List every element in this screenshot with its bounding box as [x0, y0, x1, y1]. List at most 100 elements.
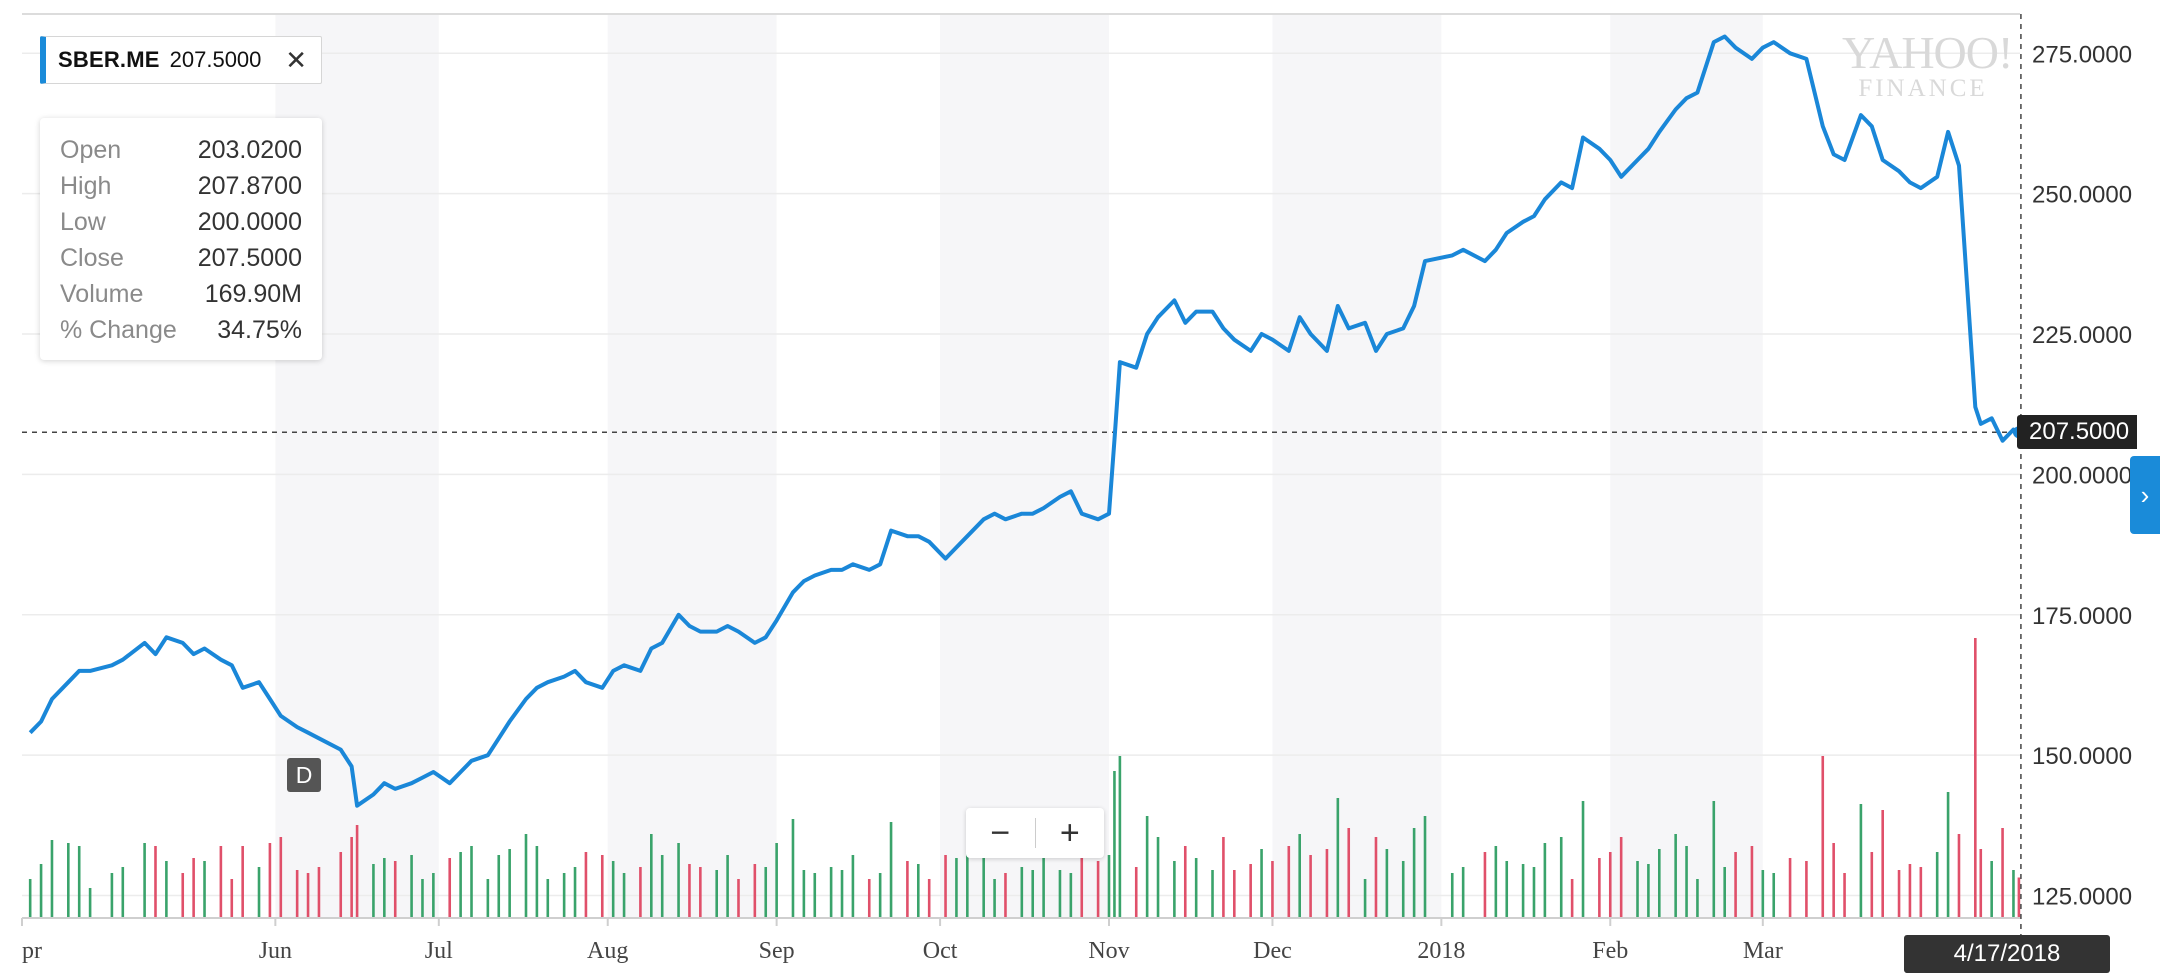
- volume-bar: [1222, 837, 1225, 918]
- volume-bar: [660, 855, 664, 918]
- volume-bar: [1483, 852, 1487, 918]
- volume-bar: [1020, 867, 1024, 918]
- volume-bar: [306, 873, 310, 918]
- volume-bar: [1532, 867, 1536, 918]
- volume-bar: [1750, 846, 1754, 918]
- volume-bar: [1919, 867, 1923, 918]
- volume-bar: [753, 864, 757, 918]
- volume-bar: [906, 861, 909, 918]
- volume-bar: [1042, 855, 1045, 918]
- volume-bar: [535, 846, 539, 918]
- volume-bar: [1031, 870, 1035, 918]
- zoom-out-button[interactable]: −: [990, 814, 1011, 852]
- volume-bar: [764, 867, 768, 918]
- x-tick-label: Mar: [1743, 938, 1783, 964]
- volume-bar: [1309, 855, 1312, 918]
- y-tick-label: 125.0000: [2032, 884, 2132, 911]
- volume-bar: [257, 867, 261, 918]
- volume-bar: [121, 867, 125, 918]
- volume-bar: [77, 846, 81, 918]
- volume-bar: [1080, 840, 1084, 918]
- volume-bar: [1461, 867, 1465, 918]
- zoom-control: − +: [966, 808, 1104, 858]
- x-tick-label: Aug: [587, 938, 628, 964]
- volume-bar: [355, 825, 359, 918]
- volume-bar: [1249, 864, 1252, 918]
- volume-bar: [1156, 837, 1160, 918]
- current-price-label: 207.5000: [2017, 415, 2137, 450]
- volume-bar: [1559, 837, 1563, 918]
- y-tick-label: 200.0000: [2032, 462, 2132, 489]
- volume-bar: [1145, 816, 1149, 918]
- volume-bar: [203, 861, 206, 918]
- volume-bar: [1271, 861, 1274, 918]
- x-tick-label: Nov: [1088, 938, 1129, 964]
- close-icon[interactable]: ✕: [285, 45, 307, 75]
- volume-bar: [867, 879, 871, 918]
- volume-bar: [219, 846, 223, 918]
- volume-bar: [421, 879, 424, 918]
- volume-bar: [1298, 834, 1301, 918]
- chevron-right-icon[interactable]: ›: [2130, 456, 2160, 534]
- volume-bar: [737, 879, 740, 918]
- volume-bar: [268, 843, 272, 918]
- volume-bar: [339, 852, 343, 918]
- ticker-chip[interactable]: SBER.ME 207.5000 ✕: [40, 36, 322, 84]
- volume-bar: [1211, 870, 1214, 918]
- volume-bar: [1374, 837, 1378, 918]
- volume-bar: [28, 879, 32, 918]
- zoom-in-button[interactable]: +: [1059, 814, 1080, 852]
- volume-bar: [1881, 810, 1884, 918]
- tooltip-row-low: Low 200.0000: [60, 207, 302, 236]
- volume-bar: [639, 867, 642, 918]
- volume-bar: [1685, 846, 1688, 918]
- tooltip-row-open: Open 203.0200: [60, 135, 302, 164]
- volume-bar: [677, 843, 680, 918]
- volume-bar: [1761, 870, 1765, 918]
- x-axis-ticks: pr Jun Jul Aug Sep Oct Nov Dec 2018 Feb Mar: [21, 918, 1783, 964]
- dividend-marker[interactable]: D: [287, 758, 321, 792]
- y-axis-ticks: 125.0000 150.0000 175.0000 200.0000 225.0000…: [2032, 41, 2132, 910]
- volume-bar: [1570, 879, 1574, 918]
- volume-bar: [241, 846, 244, 918]
- volume-bar: [524, 834, 528, 918]
- volume-bar: [393, 861, 397, 918]
- tooltip-row-high: High 207.8700: [60, 171, 302, 200]
- volume-bar: [688, 864, 691, 918]
- volume-bar: [1946, 792, 1950, 918]
- quote-tooltip: Open 203.0200 High 207.8700 Low 200.0000 Cl…: [40, 118, 322, 360]
- volume-bar: [1118, 756, 1122, 918]
- volume-bar: [372, 864, 375, 918]
- volume-bar: [295, 870, 299, 918]
- volume-bar: [1450, 873, 1454, 918]
- volume-bar: [1363, 879, 1367, 918]
- x-tick-label: Jun: [259, 938, 292, 964]
- volume-bar: [927, 879, 931, 918]
- volume-bar: [715, 870, 718, 918]
- volume-bar: [1647, 864, 1650, 918]
- volume-bar: [1096, 861, 1100, 918]
- volume-bar: [650, 834, 653, 918]
- volume-bar: [508, 849, 511, 918]
- volume-bar: [459, 852, 462, 918]
- month-bands: [275, 14, 1763, 918]
- tooltip-row-volume: Volume 169.90M: [60, 279, 302, 308]
- volume-bar: [546, 879, 550, 918]
- volume-bar: [317, 867, 321, 918]
- volume-bar: [50, 840, 54, 918]
- volume-bars: [28, 638, 2021, 918]
- volume-bar: [1385, 849, 1389, 918]
- volume-bar: [1723, 867, 1726, 918]
- y-tick-label: 225.0000: [2032, 322, 2132, 349]
- volume-bar: [1957, 834, 1961, 918]
- volume-bar: [1004, 873, 1007, 918]
- x-tick-label: 2018: [1417, 938, 1465, 964]
- volume-bar: [1805, 861, 1808, 918]
- volume-bar: [497, 855, 501, 918]
- volume-bar: [1821, 756, 1825, 918]
- volume-bar: [1521, 864, 1525, 918]
- volume-bar: [1832, 843, 1835, 918]
- volume-bar: [622, 873, 626, 918]
- volume-bar: [1788, 858, 1792, 918]
